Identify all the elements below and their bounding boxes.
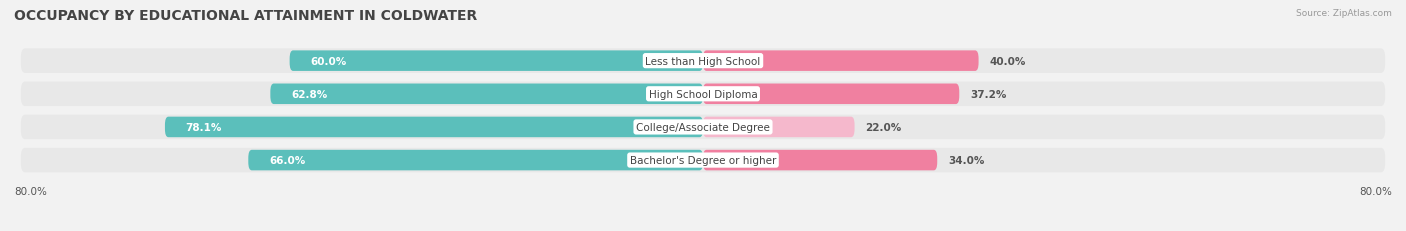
FancyBboxPatch shape: [249, 150, 703, 171]
Text: 60.0%: 60.0%: [311, 56, 346, 66]
FancyBboxPatch shape: [703, 84, 959, 105]
Text: 40.0%: 40.0%: [990, 56, 1026, 66]
Text: 78.1%: 78.1%: [186, 122, 222, 132]
FancyBboxPatch shape: [21, 148, 1385, 173]
Text: 62.8%: 62.8%: [291, 89, 328, 99]
Text: 80.0%: 80.0%: [14, 186, 46, 196]
FancyBboxPatch shape: [270, 84, 703, 105]
Text: OCCUPANCY BY EDUCATIONAL ATTAINMENT IN COLDWATER: OCCUPANCY BY EDUCATIONAL ATTAINMENT IN C…: [14, 9, 477, 23]
Text: Less than High School: Less than High School: [645, 56, 761, 66]
Text: 34.0%: 34.0%: [948, 155, 984, 165]
Text: 37.2%: 37.2%: [970, 89, 1007, 99]
FancyBboxPatch shape: [703, 51, 979, 72]
Text: Source: ZipAtlas.com: Source: ZipAtlas.com: [1296, 9, 1392, 18]
FancyBboxPatch shape: [165, 117, 703, 138]
Text: College/Associate Degree: College/Associate Degree: [636, 122, 770, 132]
FancyBboxPatch shape: [21, 82, 1385, 106]
Text: Bachelor's Degree or higher: Bachelor's Degree or higher: [630, 155, 776, 165]
Text: 66.0%: 66.0%: [269, 155, 305, 165]
Text: 22.0%: 22.0%: [866, 122, 901, 132]
Text: High School Diploma: High School Diploma: [648, 89, 758, 99]
FancyBboxPatch shape: [21, 49, 1385, 74]
FancyBboxPatch shape: [703, 117, 855, 138]
Legend: Owner-occupied, Renter-occupied: Owner-occupied, Renter-occupied: [591, 229, 815, 231]
FancyBboxPatch shape: [703, 150, 938, 171]
Text: 80.0%: 80.0%: [1360, 186, 1392, 196]
FancyBboxPatch shape: [21, 115, 1385, 140]
FancyBboxPatch shape: [290, 51, 703, 72]
